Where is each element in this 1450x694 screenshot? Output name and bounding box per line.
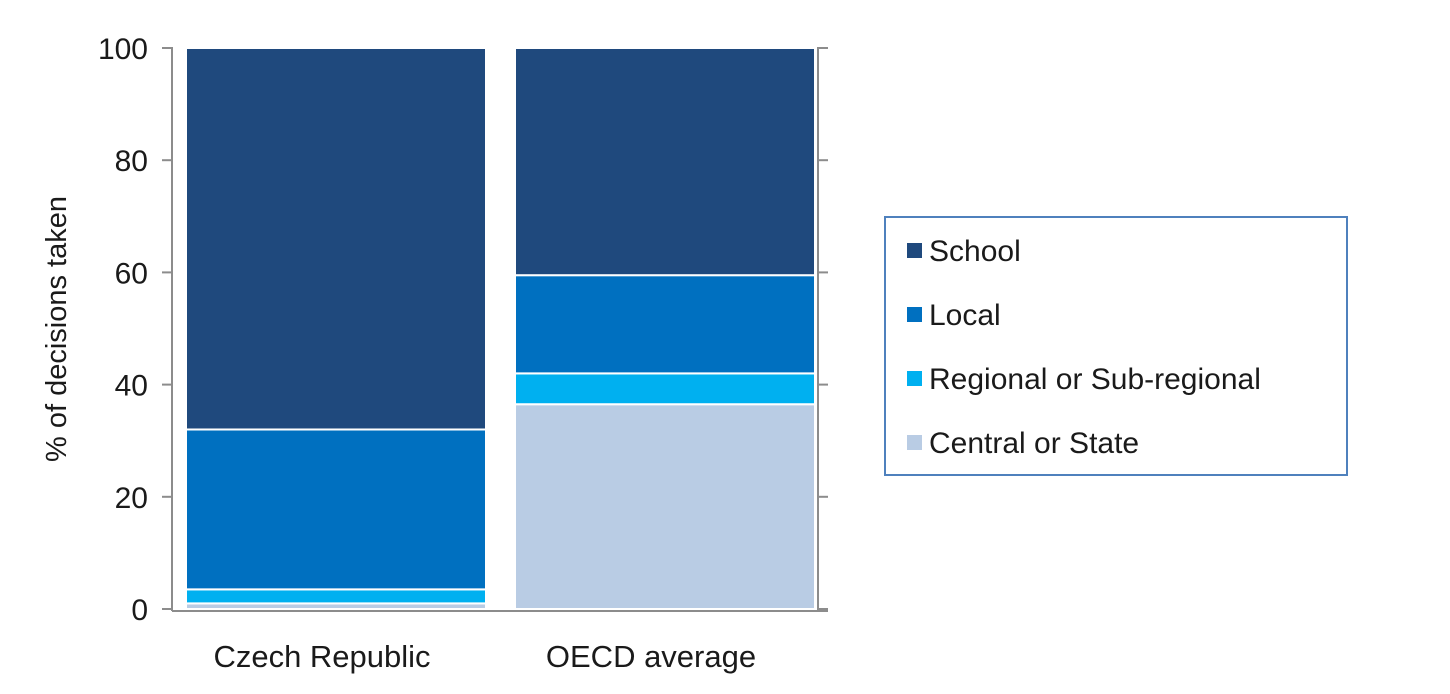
y-tick-label: 20 (115, 482, 148, 515)
bar-segment-regional-or-sub-regional-1 (514, 372, 816, 406)
bar-segment-school-1 (514, 47, 816, 277)
legend-items: School Local Regional or Sub-regional Centr… (907, 235, 1261, 460)
y-tick-label: 0 (131, 594, 148, 627)
legend-box (884, 216, 1348, 476)
axes-layer (171, 47, 828, 612)
y-tick-label: 100 (98, 33, 148, 66)
bar-segment-school-0 (185, 47, 487, 431)
legend-label: Regional or Sub-regional (929, 363, 1261, 396)
legend-swatch (907, 307, 922, 322)
legend: School Local Regional or Sub-regional Centr… (884, 216, 1348, 476)
bar-segment-local-1 (514, 274, 816, 375)
y-axis-title: % of decisions taken (41, 196, 73, 462)
legend-swatch (907, 435, 922, 450)
y-tick-label: 40 (115, 370, 148, 403)
y-tick-label: 60 (115, 257, 148, 290)
legend-label: Local (929, 299, 1001, 332)
bar-segment-regional-or-sub-regional-0 (185, 588, 487, 605)
x-category-label: OECD average (546, 639, 756, 674)
legend-label: School (929, 235, 1021, 268)
legend-swatch (907, 243, 922, 258)
ticks-layer: 0 20 40 60 80 100 (98, 33, 828, 627)
y-tick-label: 80 (115, 145, 148, 178)
category-labels: Czech Republic OECD average (213, 639, 756, 674)
bars-layer (185, 47, 816, 611)
bar-segment-central-or-state-1 (514, 403, 816, 610)
x-category-label: Czech Republic (213, 639, 430, 674)
legend-label: Central or State (929, 427, 1139, 460)
bar-segment-local-0 (185, 428, 487, 591)
legend-swatch (907, 371, 922, 386)
